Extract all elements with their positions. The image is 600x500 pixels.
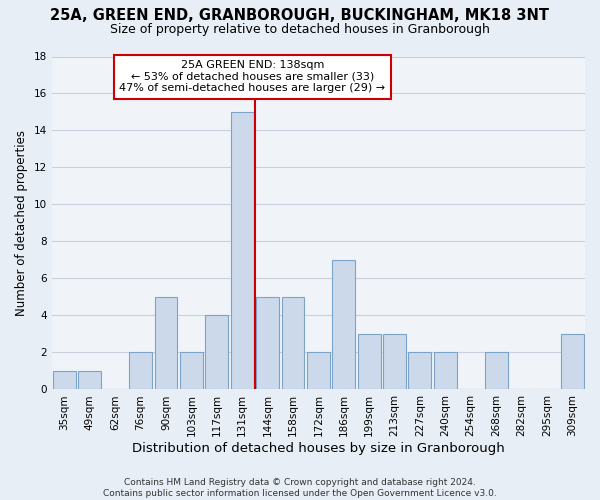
Bar	[180, 352, 203, 390]
Bar	[434, 352, 457, 390]
Text: 25A GREEN END: 138sqm
← 53% of detached houses are smaller (33)
47% of semi-deta: 25A GREEN END: 138sqm ← 53% of detached …	[119, 60, 385, 94]
X-axis label: Distribution of detached houses by size in Granborough: Distribution of detached houses by size …	[132, 442, 505, 455]
Text: Size of property relative to detached houses in Granborough: Size of property relative to detached ho…	[110, 22, 490, 36]
Y-axis label: Number of detached properties: Number of detached properties	[15, 130, 28, 316]
Bar	[53, 371, 76, 390]
Bar	[129, 352, 152, 390]
Bar	[231, 112, 254, 390]
Bar	[358, 334, 380, 390]
Bar	[485, 352, 508, 390]
Bar	[79, 371, 101, 390]
Bar	[307, 352, 330, 390]
Bar	[155, 297, 178, 390]
Bar	[332, 260, 355, 390]
Bar	[561, 334, 584, 390]
Bar	[281, 297, 304, 390]
Bar	[256, 297, 279, 390]
Bar	[409, 352, 431, 390]
Bar	[205, 316, 228, 390]
Bar	[383, 334, 406, 390]
Text: 25A, GREEN END, GRANBOROUGH, BUCKINGHAM, MK18 3NT: 25A, GREEN END, GRANBOROUGH, BUCKINGHAM,…	[50, 8, 550, 22]
Text: Contains HM Land Registry data © Crown copyright and database right 2024.
Contai: Contains HM Land Registry data © Crown c…	[103, 478, 497, 498]
